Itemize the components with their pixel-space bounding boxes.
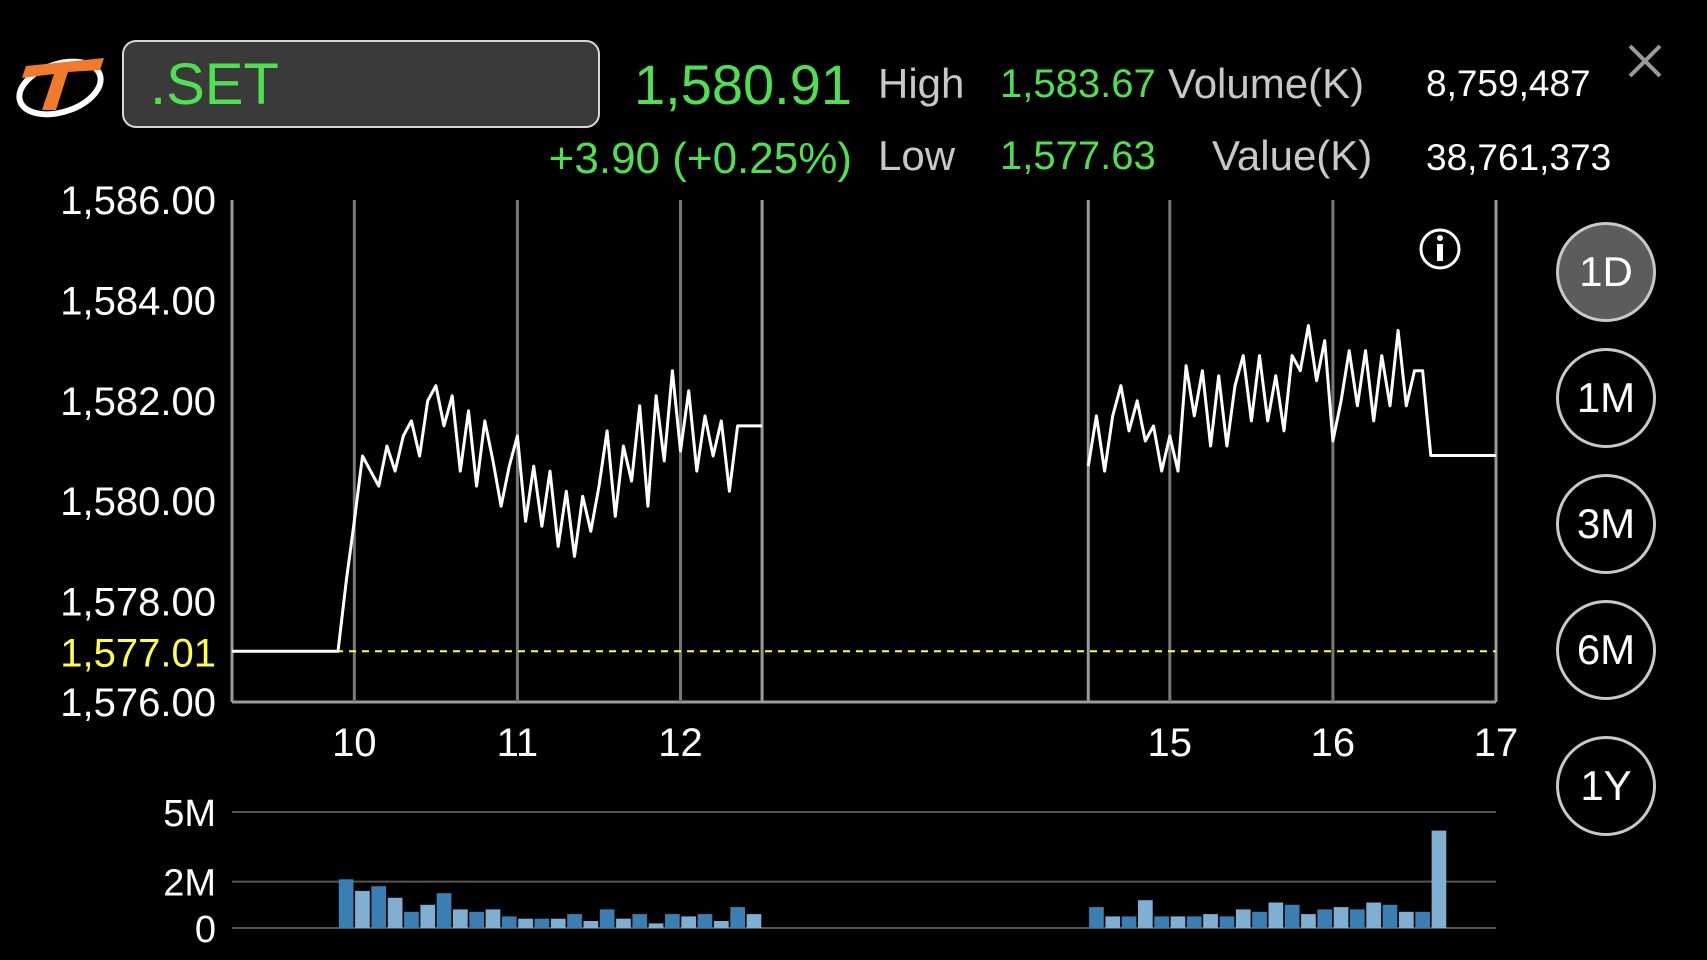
price-y-tick-label: 1,576.00 [60,681,216,725]
price-x-axis: 10 11 12 15 16 17 [332,721,1518,765]
price-y-tick-label: 1,578.00 [60,581,216,625]
price-x-tick-label: 15 [1148,721,1193,765]
period-button-1m[interactable]: 1M [1556,348,1656,448]
price-series [232,324,1496,653]
high-label: High [878,60,965,107]
period-button-label: 1Y [1580,762,1632,809]
price-y-tick-label: 1,584.00 [60,279,216,323]
volume-label: Volume(K) [1168,60,1365,107]
price-x-tick-label: 11 [497,721,539,765]
volume-bar [1235,909,1251,928]
price-y-tick-label: 1,582.00 [60,380,216,424]
volume-y-tick-label: 2M [163,863,216,905]
volume-bar [387,897,403,928]
volume-bar [469,911,484,928]
info-icon[interactable] [1419,228,1461,270]
volume-bar [681,916,696,928]
value-label: Value(K) [1212,132,1373,179]
volume-bar [1138,900,1153,928]
price-y-axis: 1,586.00 1,584.00 1,582.00 1,580.00 1,578.00… [60,180,216,725]
price-x-tick-label: 10 [332,721,377,765]
volume-bar [550,918,566,928]
volume-bar [1252,911,1267,928]
volume-bar [485,909,501,928]
low-label: Low [878,132,956,179]
volume-bar [1431,830,1447,928]
price-x-tick-label: 12 [658,721,703,765]
period-button-label: 1D [1579,248,1633,295]
price-line-morning [232,369,763,653]
period-button-3m[interactable]: 3M [1556,474,1656,574]
price-x-tick-label: 17 [1474,721,1519,765]
high-value: 1,583.67 [1000,62,1156,106]
volume-bar [1186,916,1202,928]
period-button-label: 1M [1576,374,1636,421]
volume-bar [355,890,370,928]
volume-bar [1333,907,1349,928]
volume-bar [1089,907,1104,928]
volume-bar [1317,909,1333,928]
volume-bar [567,914,582,928]
volume-bar [338,879,354,928]
volume-y-tick-label: 5M [163,793,216,835]
volume-bar [1350,909,1365,928]
logo-icon [16,58,104,118]
volume-bar [453,909,468,928]
value-value: 38,761,373 [1426,137,1612,178]
volume-bar [746,914,762,928]
volume-value: 8,759,487 [1426,63,1591,104]
volume-bar [632,914,648,928]
symbol-input-value[interactable]: .SET [150,52,279,117]
volume-bar [1268,902,1284,928]
volume-bar [1154,916,1169,928]
volume-bar [1399,911,1414,928]
volume-bar [730,907,745,928]
volume-bar [599,909,615,928]
volume-bars [338,830,1447,928]
volume-bar [1105,916,1121,928]
symbol-search-field[interactable] [122,40,600,128]
volume-bar [1170,916,1186,928]
volume-bar [1203,914,1218,928]
close-icon[interactable] [1624,40,1666,82]
volume-bar [1219,916,1235,928]
price-volume-chart[interactable]: 1,586.00 1,584.00 1,582.00 1,580.00 1,578.00… [0,180,1560,960]
price-x-tick-label: 16 [1311,721,1356,765]
volume-bar [583,921,599,928]
volume-bar [648,923,664,928]
volume-y-axis: 5M 2M0 [163,793,216,951]
price-line-afternoon [1086,324,1496,473]
volume-bar [1121,916,1137,928]
volume-bar [420,904,436,928]
low-value: 1,577.63 [1000,134,1156,178]
volume-bar [1301,914,1316,928]
volume-bar [534,918,550,928]
last-price: 1,580.91 [634,53,852,116]
period-button-1d[interactable]: 1D [1556,222,1656,322]
reference-label: 1,577.01 [60,631,216,675]
volume-bar [1284,904,1300,928]
volume-bar [616,918,631,928]
volume-bar [1366,902,1381,928]
price-y-tick-label: 1,580.00 [60,480,216,524]
volume-bar [1415,911,1430,928]
volume-bar [1382,904,1398,928]
period-button-6m[interactable]: 6M [1556,600,1656,700]
volume-bar [697,914,713,928]
price-y-tick-label: 1,586.00 [60,180,216,223]
period-button-label: 3M [1576,500,1636,547]
period-button-1y[interactable]: 1Y [1556,736,1656,836]
volume-bar [501,916,517,928]
volume-bar [665,914,680,928]
volume-bar [404,911,419,928]
price-change: +3.90 (+0.25%) [548,134,852,183]
volume-y-tick-label: 0 [195,909,216,951]
volume-bar [714,921,729,928]
period-button-label: 6M [1576,626,1636,673]
volume-bar [436,893,452,928]
volume-bar [371,886,387,928]
volume-bar [518,918,533,928]
